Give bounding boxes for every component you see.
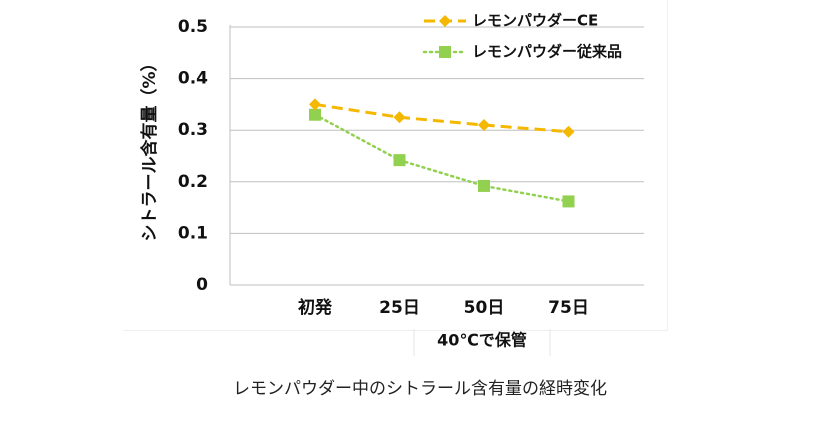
y-tick-label: 0.5 — [178, 17, 208, 37]
x-axis-sublabel: 40℃で保管 — [437, 331, 527, 350]
y-tick-label: 0 — [196, 275, 208, 295]
y-tick-label: 0.3 — [178, 120, 208, 140]
data-point — [478, 179, 490, 192]
y-axis-label: シトラール含有量（%） — [139, 54, 160, 241]
legend-marker — [439, 46, 451, 58]
data-point — [309, 98, 321, 111]
data-point — [393, 111, 406, 124]
data-point — [562, 125, 575, 138]
x-tick-label: 75日 — [548, 298, 589, 318]
data-point — [309, 108, 321, 121]
y-tick-label: 0.2 — [178, 172, 208, 192]
y-tick-label: 0.1 — [178, 223, 208, 243]
data-point — [562, 195, 575, 208]
x-tick-label: 50日 — [464, 298, 505, 318]
legend-marker — [439, 15, 451, 27]
legend-label: レモンパウダー従来品 — [472, 43, 622, 61]
data-point — [393, 154, 406, 167]
data-point — [478, 119, 490, 132]
line-chart: 0 0.1 0.2 0.3 0.4 0.5 初発 25日 50日 75日 レモンパウダーCE レモ… — [139, 12, 644, 318]
figure-caption: レモンパウダー中のシトラール含有量の経時変化 — [233, 379, 607, 399]
x-tick-label: 初発 — [298, 297, 333, 318]
x-tick-label: 25日 — [379, 298, 420, 318]
chart-frame: 0 0.1 0.2 0.3 0.4 0.5 初発 25日 50日 75日 レモンパウダーCE レモ… — [123, 0, 668, 331]
series-line — [314, 102, 569, 134]
series-line — [313, 113, 570, 203]
legend-label: レモンパウダーCE — [472, 12, 598, 30]
y-tick-label: 0.4 — [178, 69, 208, 89]
